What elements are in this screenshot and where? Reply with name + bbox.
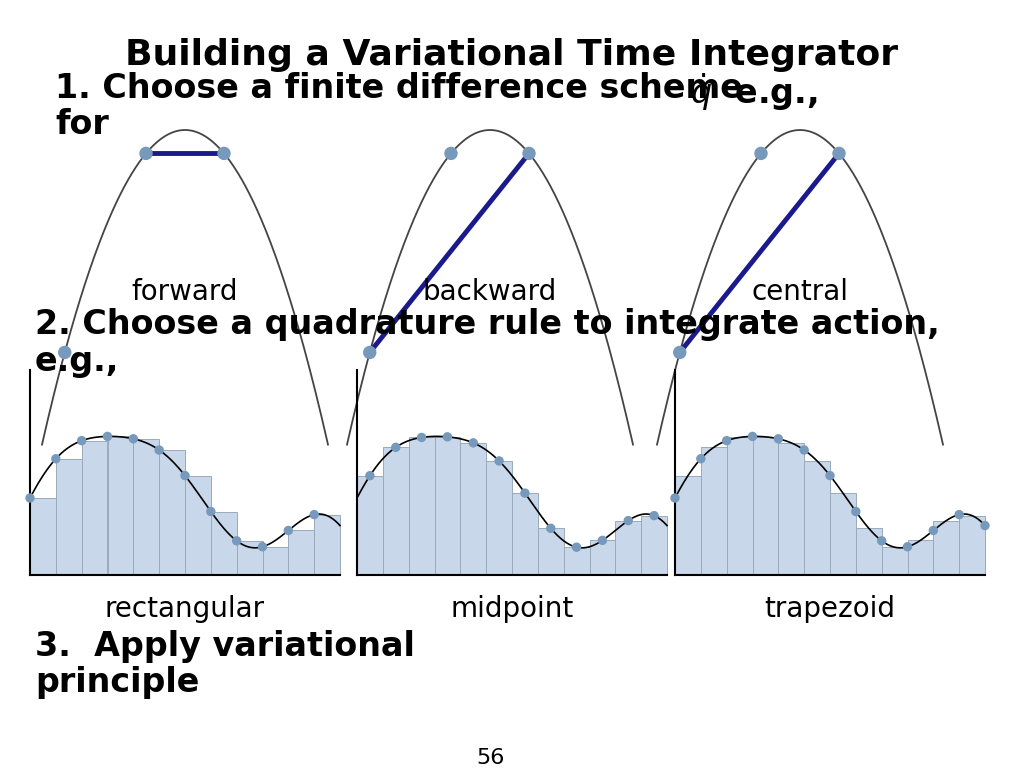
Bar: [262, 547, 289, 575]
Bar: [409, 438, 434, 575]
Bar: [486, 461, 512, 575]
Text: 56: 56: [476, 748, 504, 768]
Circle shape: [495, 457, 503, 465]
Bar: [590, 541, 615, 575]
Circle shape: [749, 432, 757, 440]
Bar: [675, 475, 700, 575]
Text: Building a Variational Time Integrator: Building a Variational Time Integrator: [125, 38, 899, 72]
Bar: [804, 461, 830, 575]
Bar: [700, 447, 727, 575]
Circle shape: [521, 489, 529, 497]
Bar: [82, 441, 108, 575]
Bar: [56, 458, 82, 575]
Bar: [856, 528, 882, 575]
Bar: [959, 515, 985, 575]
Circle shape: [103, 432, 112, 440]
Circle shape: [774, 435, 782, 443]
Circle shape: [129, 435, 137, 443]
Bar: [615, 521, 641, 575]
Circle shape: [258, 543, 266, 551]
Text: trapezoid: trapezoid: [765, 595, 896, 623]
Circle shape: [310, 511, 318, 518]
Bar: [512, 493, 538, 575]
Bar: [727, 438, 753, 575]
Circle shape: [955, 511, 964, 518]
Circle shape: [181, 472, 189, 479]
Bar: [538, 528, 563, 575]
Bar: [314, 515, 340, 575]
Circle shape: [207, 508, 215, 515]
Bar: [933, 521, 959, 575]
Circle shape: [156, 446, 163, 454]
Circle shape: [598, 536, 606, 545]
Circle shape: [723, 437, 731, 445]
Bar: [778, 443, 804, 575]
Text: $\dot{q}$  e.g.,: $\dot{q}$ e.g.,: [690, 72, 817, 113]
Circle shape: [674, 346, 686, 359]
Circle shape: [547, 525, 555, 532]
Circle shape: [930, 527, 937, 535]
Bar: [237, 541, 262, 575]
Bar: [133, 439, 159, 575]
Circle shape: [78, 437, 86, 445]
Circle shape: [52, 455, 59, 463]
Circle shape: [418, 433, 426, 442]
Circle shape: [232, 537, 241, 545]
Text: central: central: [752, 278, 849, 306]
Circle shape: [523, 147, 535, 160]
Circle shape: [903, 543, 911, 551]
Bar: [357, 475, 383, 575]
Circle shape: [58, 346, 71, 359]
Bar: [907, 541, 933, 575]
Circle shape: [878, 537, 886, 545]
Text: backward: backward: [423, 278, 557, 306]
Text: 1. Choose a finite difference scheme: 1. Choose a finite difference scheme: [55, 72, 742, 105]
Bar: [185, 475, 211, 575]
Bar: [211, 511, 237, 575]
Bar: [108, 436, 133, 575]
Circle shape: [366, 472, 374, 480]
Bar: [383, 447, 409, 575]
Bar: [461, 443, 486, 575]
Circle shape: [26, 494, 34, 502]
Text: 2. Choose a quadrature rule to integrate action,: 2. Choose a quadrature rule to integrate…: [35, 308, 940, 341]
Text: rectangular: rectangular: [104, 595, 265, 623]
Bar: [753, 437, 778, 575]
Circle shape: [755, 147, 767, 160]
Bar: [641, 515, 667, 575]
Circle shape: [364, 346, 376, 359]
Circle shape: [285, 527, 292, 535]
Bar: [159, 450, 185, 575]
Circle shape: [572, 543, 581, 551]
Text: for: for: [55, 108, 109, 141]
Circle shape: [697, 455, 705, 463]
Circle shape: [392, 443, 399, 452]
Circle shape: [445, 147, 457, 160]
Circle shape: [852, 508, 860, 515]
Text: principle: principle: [35, 666, 200, 699]
Text: midpoint: midpoint: [451, 595, 573, 623]
Circle shape: [671, 494, 679, 502]
Bar: [289, 531, 314, 575]
Text: forward: forward: [132, 278, 239, 306]
Circle shape: [800, 446, 808, 454]
Circle shape: [981, 521, 989, 530]
Circle shape: [443, 433, 452, 441]
Circle shape: [140, 147, 152, 160]
Bar: [563, 547, 590, 575]
Circle shape: [218, 147, 230, 160]
Circle shape: [650, 511, 658, 520]
Bar: [882, 547, 907, 575]
Bar: [830, 493, 856, 575]
Bar: [30, 498, 56, 575]
Bar: [434, 437, 461, 575]
Circle shape: [826, 472, 834, 479]
Text: e.g.,: e.g.,: [35, 345, 120, 378]
Circle shape: [833, 147, 845, 160]
Text: 3.  Apply variational: 3. Apply variational: [35, 630, 415, 663]
Circle shape: [469, 439, 477, 447]
Circle shape: [625, 517, 632, 525]
